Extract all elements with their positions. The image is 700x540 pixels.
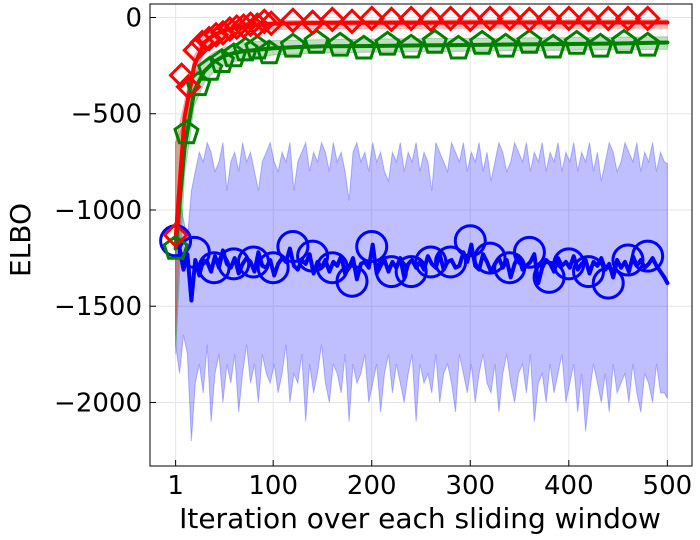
data-point [516, 6, 543, 33]
x-tick-label: 500 [643, 471, 693, 501]
data-point [587, 32, 614, 58]
series-markers [159, 5, 665, 300]
data-point [374, 255, 408, 289]
data-point [575, 6, 602, 33]
data-point [492, 32, 519, 58]
data-point [279, 7, 307, 34]
data-point [610, 28, 638, 54]
y-tick-label: −1000 [54, 196, 142, 226]
data-point [631, 239, 665, 273]
x-tick-label: 400 [544, 471, 594, 501]
data-point [378, 6, 405, 33]
data-point [614, 5, 642, 32]
data-point [516, 28, 543, 54]
data-point [197, 251, 231, 285]
data-point [397, 33, 425, 59]
data-point [256, 39, 283, 65]
data-point [476, 5, 504, 32]
data-point [394, 255, 428, 289]
y-tick-label: −1500 [54, 292, 142, 322]
data-point [220, 42, 247, 68]
data-point [355, 230, 389, 264]
plot-frame [149, 3, 693, 467]
data-point [196, 25, 223, 52]
data-point [634, 5, 661, 32]
data-point [162, 234, 189, 260]
data-point [258, 10, 285, 37]
data-point [217, 247, 251, 281]
data-point [319, 6, 346, 33]
data-point [611, 243, 645, 277]
data-point [535, 5, 563, 32]
data-point [251, 8, 278, 35]
data-point [236, 245, 270, 279]
series-line-circle [173, 236, 670, 303]
data-point [335, 264, 369, 298]
x-axis-label: Iteration over each sliding window [179, 502, 661, 535]
data-point [338, 8, 366, 35]
data-point [173, 119, 200, 145]
data-point [237, 11, 264, 38]
y-tick-label: −500 [71, 100, 142, 130]
data-point [244, 12, 271, 39]
data-point [468, 29, 496, 55]
data-point [276, 230, 310, 264]
data-point [563, 29, 590, 55]
x-tick-label: 300 [445, 471, 495, 501]
data-point [232, 36, 259, 62]
data-point [417, 6, 444, 33]
data-point [591, 266, 625, 300]
x-tick-label: 100 [248, 471, 298, 501]
data-point [421, 28, 448, 54]
data-point [202, 21, 230, 48]
data-point [453, 224, 487, 258]
x-tick-label: 1 [167, 471, 184, 501]
series-band-circle [175, 140, 668, 442]
confidence-bands [175, 19, 668, 442]
data-point [256, 251, 290, 285]
data-point [168, 62, 195, 89]
data-point [208, 47, 236, 73]
data-point [279, 32, 307, 58]
data-point [162, 221, 189, 249]
data-point [555, 5, 582, 32]
data-point [552, 247, 586, 281]
data-point [182, 37, 209, 64]
data-point [327, 31, 354, 57]
data-point [414, 245, 448, 279]
data-point [496, 5, 523, 32]
y-tick-label: 0 [125, 3, 142, 33]
data-point [512, 235, 546, 269]
data-point [445, 34, 472, 60]
data-point [457, 6, 484, 33]
data-point [434, 245, 468, 279]
data-point [175, 73, 202, 100]
y-tick-label: −2000 [54, 388, 142, 418]
data-point [473, 241, 507, 275]
data-point [634, 31, 661, 57]
data-point [216, 15, 243, 43]
data-point [299, 9, 326, 36]
data-point [303, 28, 330, 54]
data-point [437, 5, 464, 32]
data-point [572, 255, 606, 289]
data-point [296, 239, 330, 273]
data-point [196, 55, 224, 81]
axis-ticks: 1 100 200 300 400 500 0 −500 −1000 −1500 −2000 [54, 3, 692, 501]
data-point [539, 33, 567, 59]
data-point [595, 5, 622, 32]
data-point [398, 5, 425, 32]
data-point [350, 34, 378, 60]
data-point [209, 19, 237, 46]
data-point [374, 30, 401, 56]
x-tick-label: 200 [347, 471, 397, 501]
y-axis-label: ELBO [4, 203, 37, 277]
data-point [223, 13, 250, 41]
data-point [358, 5, 385, 32]
